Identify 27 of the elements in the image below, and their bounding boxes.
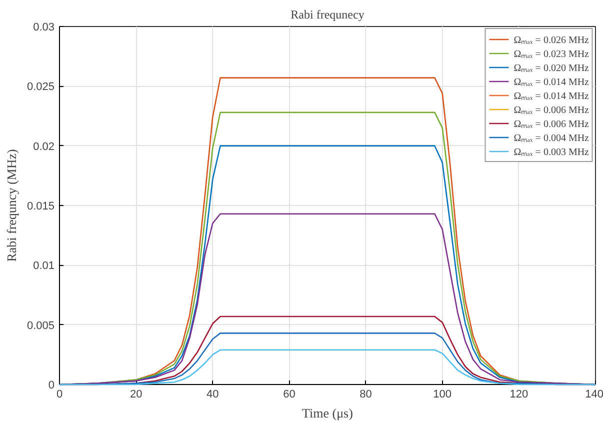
- x-tick-label: 40: [206, 388, 219, 400]
- x-axis-title: Time (μs): [302, 406, 353, 420]
- y-tick-label: 0.02: [33, 140, 55, 153]
- legend-label: Ωₘₐₓ = 0.026 MHz: [514, 34, 589, 46]
- y-tick-label: 0.005: [26, 320, 55, 332]
- chart-title: Rabi frequnecy: [290, 8, 364, 22]
- legend-label: Ωₘₐₓ = 0.003 MHz: [514, 146, 589, 158]
- x-tick-label: 80: [360, 388, 372, 400]
- legend-label: Ωₘₐₓ = 0.006 MHz: [514, 104, 589, 116]
- x-tick-label: 20: [130, 388, 142, 400]
- legend-label: Ωₘₐₓ = 0.014 MHz: [514, 90, 589, 102]
- legend-label: Ωₘₐₓ = 0.006 MHz: [514, 118, 589, 130]
- legend-label: Ωₘₐₓ = 0.004 MHz: [514, 132, 589, 144]
- legend-label: Ωₘₐₓ = 0.014 MHz: [514, 76, 589, 88]
- y-tick-label: 0.01: [33, 260, 55, 272]
- legend-label: Ωₘₐₓ = 0.020 MHz: [514, 62, 589, 74]
- x-tick-label: 120: [510, 388, 528, 400]
- y-axis-title: Rabi frequncy (MHz): [4, 149, 19, 262]
- legend-label: Ωₘₐₓ = 0.023 MHz: [514, 48, 589, 60]
- y-tick-label: 0.015: [26, 200, 55, 212]
- y-tick-label: 0.025: [26, 81, 55, 94]
- y-tick-label: 0.03: [33, 22, 55, 34]
- x-tick-label: 100: [433, 388, 452, 400]
- x-tick-label: 140: [585, 388, 603, 400]
- y-tick-label: 0: [48, 380, 55, 392]
- x-tick-label: 60: [283, 388, 296, 400]
- x-tick-label: 0: [56, 388, 63, 400]
